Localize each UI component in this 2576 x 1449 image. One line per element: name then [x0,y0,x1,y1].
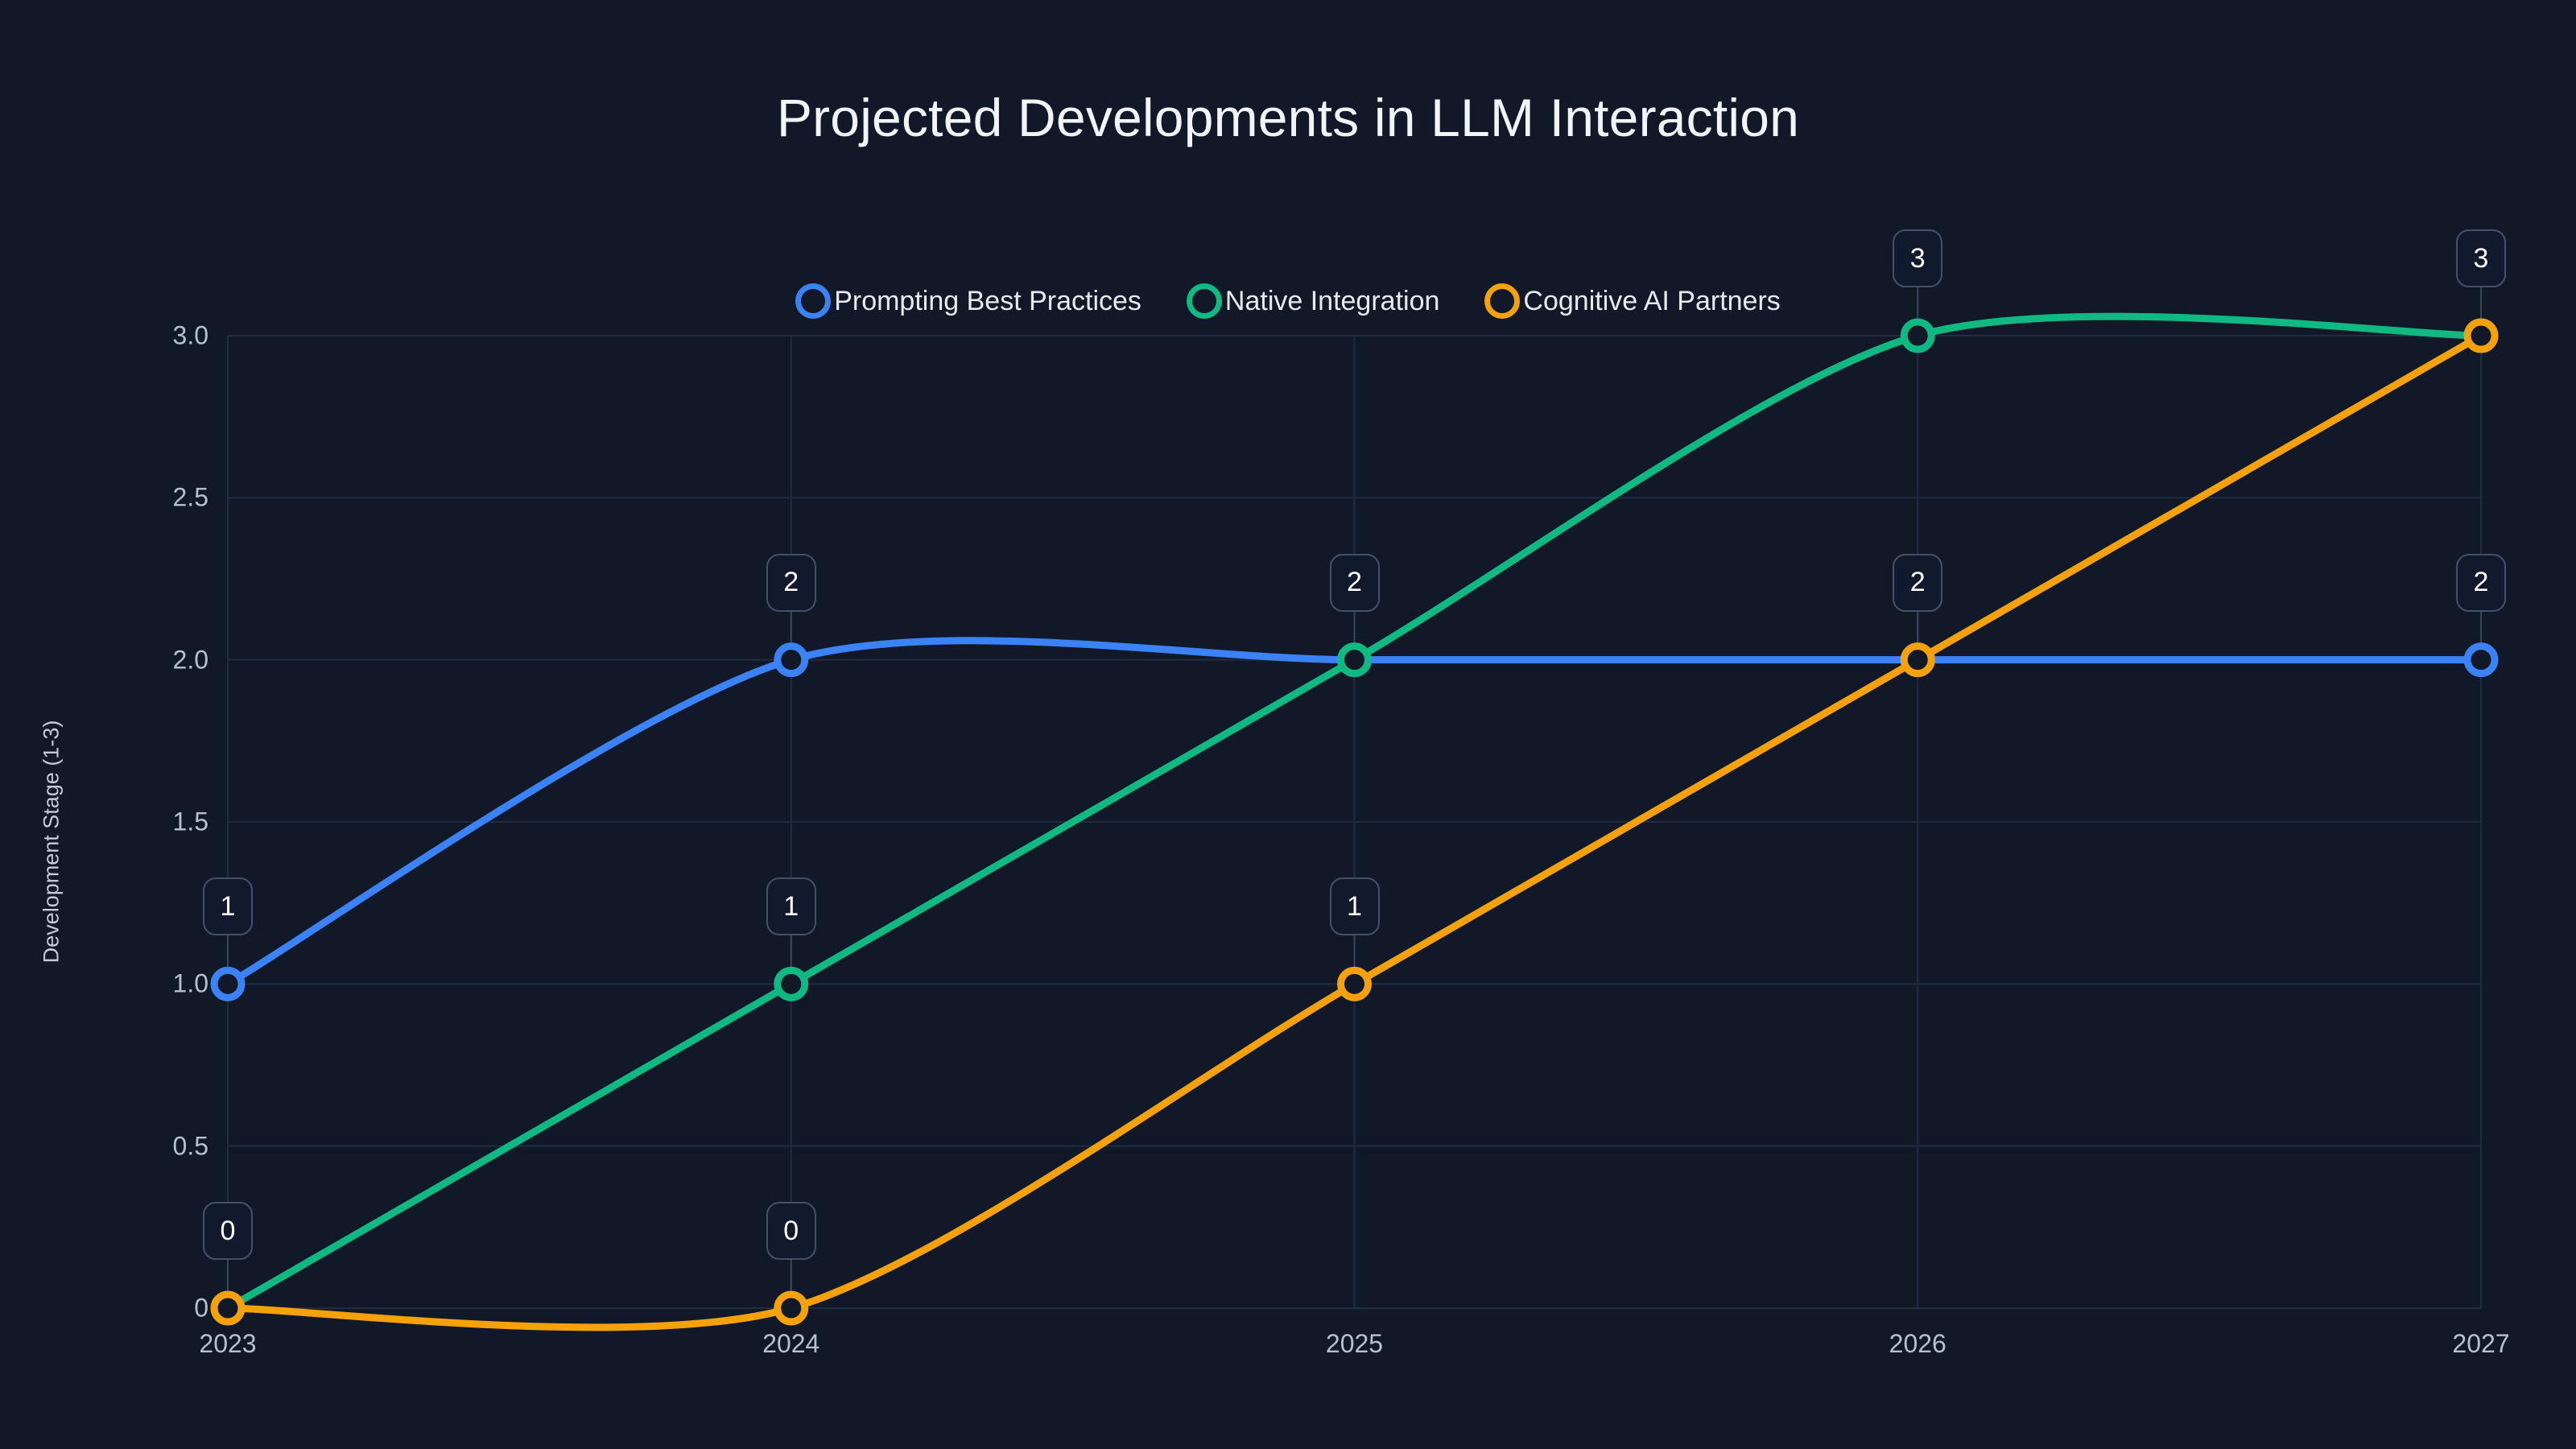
chart-legend: Prompting Best Practices Native Integrati… [0,283,2576,319]
y-axis-tick-label: 0.5 [172,1131,208,1161]
x-axis-tick-label: 2027 [2452,1329,2510,1358]
data-point-marker[interactable] [2463,318,2499,353]
data-point-label: 0 [766,1202,816,1260]
data-point-label: 1 [1329,877,1380,936]
data-point-marker[interactable] [1900,642,1935,678]
legend-item-label: Native Integration [1224,285,1440,316]
data-point-label: 1 [203,877,253,936]
gridlines [227,335,2482,1309]
chart-title: Projected Developments in LLM Interactio… [776,88,1800,147]
x-axis-tick-label: 2023 [199,1329,257,1358]
data-point-marker[interactable] [210,966,246,1001]
y-axis-tick-label: 0 [194,1293,208,1323]
data-point-marker[interactable] [1337,966,1372,1001]
legend-item[interactable]: Prompting Best Practices [795,283,1141,319]
data-point-label: 2 [766,553,816,612]
data-point-marker[interactable] [774,966,809,1001]
data-point-marker[interactable] [210,1290,246,1326]
y-axis-tick-label: 1.5 [172,807,208,836]
legend-item-label: Cognitive AI Partners [1523,285,1781,316]
data-point-marker[interactable] [2463,642,2499,678]
legend-item-label: Prompting Best Practices [834,285,1141,316]
data-point-marker[interactable] [774,1290,809,1326]
y-axis-tick-label: 2.5 [172,482,208,512]
legend-circle-icon [1484,283,1521,319]
data-point-label: 2 [1329,553,1380,612]
legend-item[interactable]: Cognitive AI Partners [1484,283,1781,319]
x-axis-tick-label: 2024 [762,1329,820,1358]
data-point-label: 3 [2456,229,2506,287]
legend-item[interactable]: Native Integration [1186,283,1440,319]
data-point-label: 1 [766,877,816,936]
legend-circle-icon [1186,283,1222,319]
data-point-label: 2 [2456,553,2506,612]
data-point-label: 2 [1893,553,1943,612]
x-axis-tick-label: 2026 [1889,1329,1946,1358]
data-point-label: 0 [203,1202,253,1260]
data-point-marker[interactable] [1337,642,1372,678]
x-axis-tick-label: 2025 [1325,1329,1384,1358]
data-point-marker[interactable] [774,642,809,678]
y-axis-tick-label: 1.0 [172,968,208,998]
data-point-label: 3 [1893,229,1943,287]
legend-circle-icon [795,283,832,319]
data-point-marker[interactable] [1900,318,1935,353]
y-axis-tick-label: 2.0 [172,645,208,675]
y-axis-tick-label: 3.0 [172,320,208,350]
